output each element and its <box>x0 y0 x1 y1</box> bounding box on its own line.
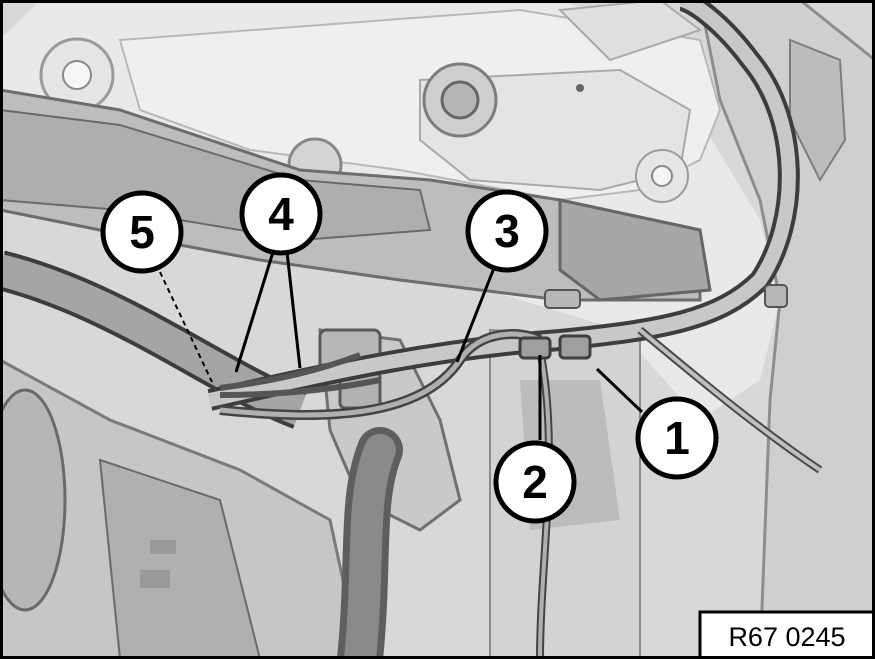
leader-line-4a <box>234 251 275 373</box>
grommets <box>39 37 689 203</box>
harness-clips <box>518 284 788 360</box>
reference-code-box: R67 0245 <box>698 610 875 659</box>
leader-line-3 <box>455 267 496 363</box>
callout-2: 2 <box>493 440 577 524</box>
leader-line-1 <box>595 367 644 414</box>
callout-1: 1 <box>635 396 719 480</box>
hose <box>337 427 403 659</box>
callout-4-label: 4 <box>268 188 294 240</box>
callout-5-label: 5 <box>129 206 155 258</box>
reference-code: R67 0245 <box>728 622 845 652</box>
callout-2-label: 2 <box>522 456 548 508</box>
callout-3: 3 <box>465 189 549 273</box>
leader-line-4b <box>285 251 302 369</box>
pillar <box>698 0 875 659</box>
callout-5: 5 <box>100 190 184 274</box>
leader-lines <box>159 251 644 440</box>
callout-4: 4 <box>239 172 323 256</box>
callout-1-label: 1 <box>664 412 690 464</box>
leader-line-5 <box>159 271 213 383</box>
wiring-harness <box>0 0 823 659</box>
callout-3-label: 3 <box>494 205 520 257</box>
